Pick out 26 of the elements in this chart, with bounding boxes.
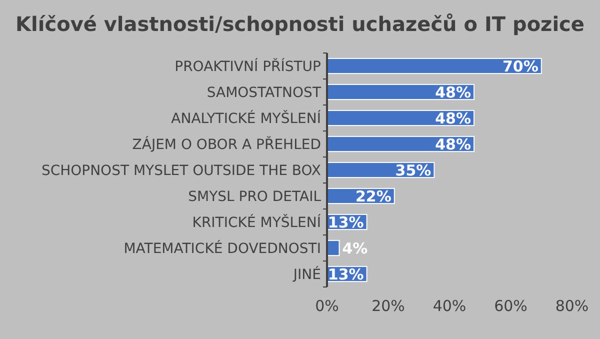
x-tick-label: 20%	[372, 297, 405, 315]
y-tick-label: KRITICKÉ MYŠLENÍ	[192, 214, 321, 232]
bar	[326, 240, 340, 256]
bar	[326, 58, 542, 74]
x-tick-label: 80%	[555, 297, 589, 315]
data-label: 70%	[502, 57, 538, 76]
chart-title: Klíčové vlastnosti/schopnosti uchazečů o IT pozice	[16, 12, 584, 36]
data-label: 48%	[435, 135, 471, 154]
x-tick-label: 0%	[315, 297, 339, 315]
x-tick-label: 60%	[494, 297, 528, 315]
y-tick-label: ANALYTICKÉ MYŠLENÍ	[171, 110, 321, 128]
y-tick-label: SMYSL PRO DETAIL	[188, 189, 322, 206]
data-label: 13%	[328, 213, 364, 232]
data-label: 48%	[435, 83, 471, 102]
data-label: 22%	[355, 187, 392, 206]
data-label: 48%	[435, 109, 471, 128]
x-tick-label: 40%	[432, 297, 466, 315]
data-label: 13%	[328, 265, 364, 284]
y-tick-label: SAMOSTATNOST	[206, 85, 322, 102]
y-tick-label: ZÁJEM O OBOR A PŘEHLED	[132, 136, 321, 154]
y-tick-label: JINÉ	[292, 266, 321, 284]
y-tick-label: MATEMATICKÉ DOVEDNOSTI	[124, 240, 321, 258]
data-label: 35%	[395, 161, 432, 180]
y-tick-label: SCHOPNOST MYSLET OUTSIDE THE BOX	[41, 163, 322, 180]
y-tick-label: PROAKTIVNÍ PŘÍSTUP	[174, 58, 321, 76]
data-label: 4%	[342, 239, 368, 258]
